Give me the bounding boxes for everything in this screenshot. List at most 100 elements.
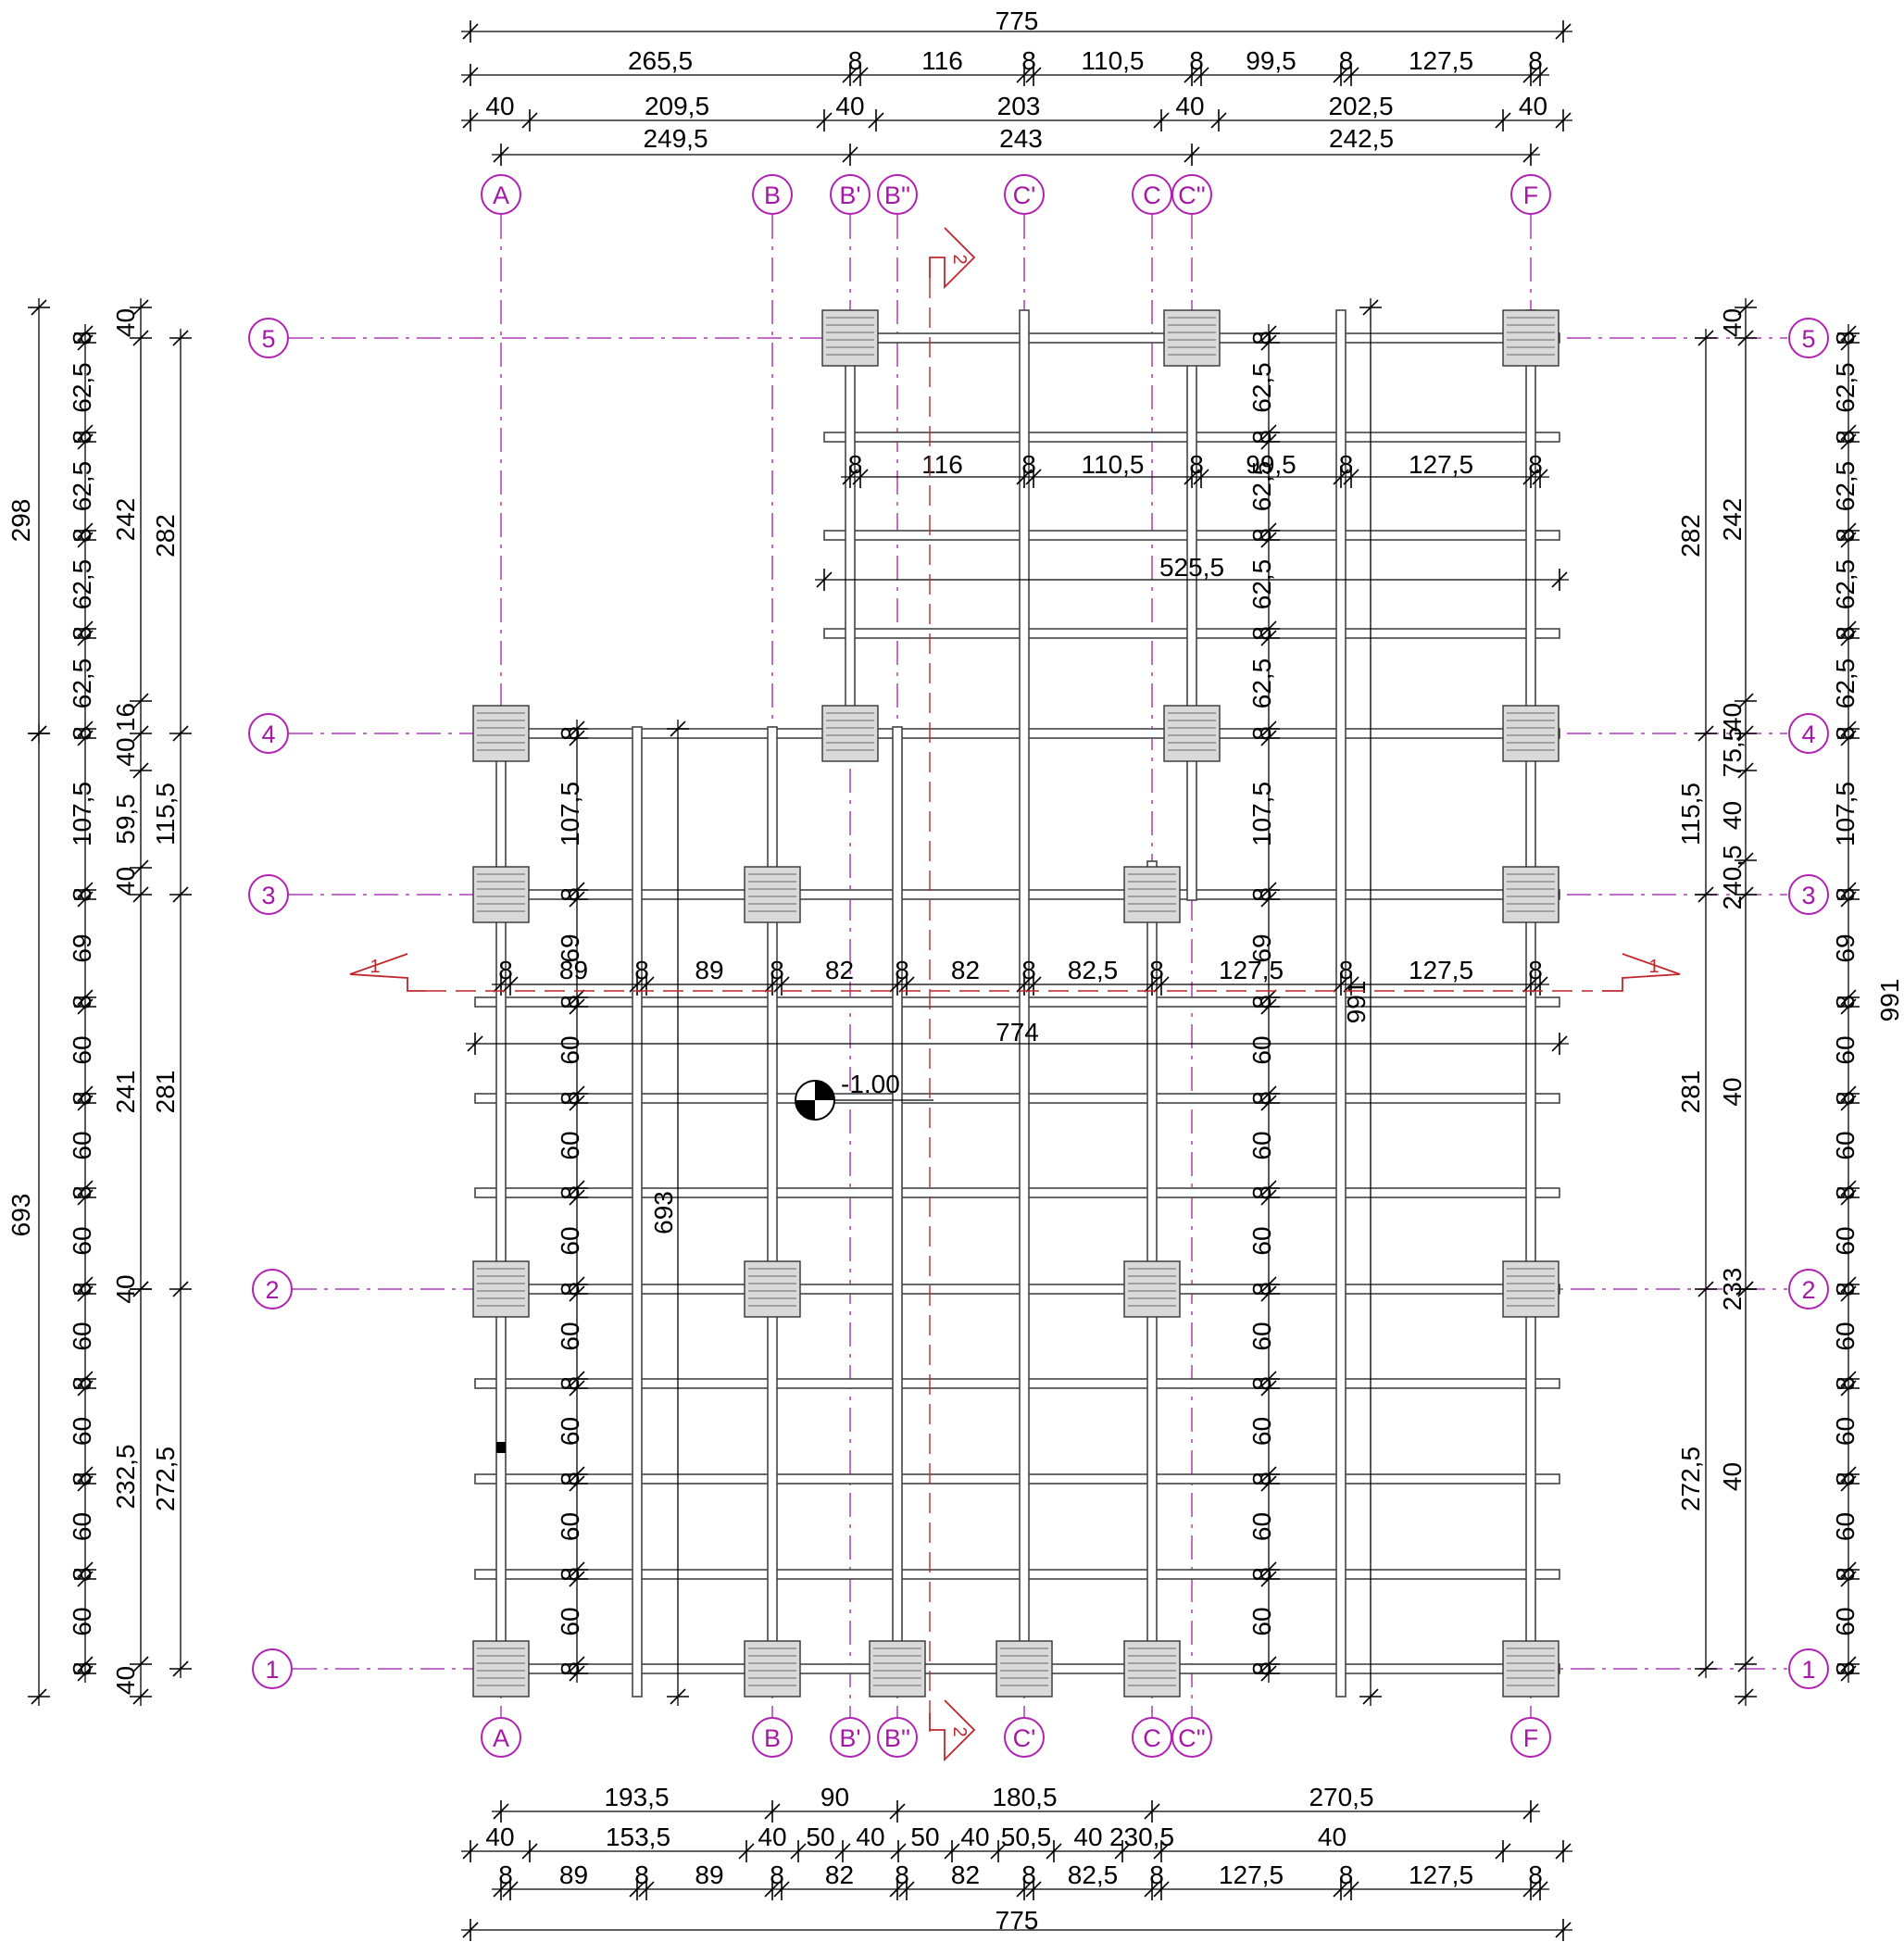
dim-label: 40 [1175, 92, 1204, 120]
dim-label: 116 [921, 46, 963, 75]
dim-label: 60 [1247, 1226, 1276, 1255]
grid-label: 2 [265, 1276, 279, 1304]
dim-label: 8 [1339, 46, 1354, 75]
dim-label: 241 [111, 1071, 140, 1114]
dim-label: 242 [111, 498, 140, 542]
dim-label: 8 [1339, 450, 1354, 479]
dim-label: 50 [806, 1823, 834, 1851]
grid-label: B'' [884, 1724, 910, 1752]
dim-label: 60 [556, 1035, 584, 1064]
dim-label: 8 [1339, 1861, 1354, 1889]
dim-label: 8 [68, 995, 96, 1009]
dim-label: 8 [68, 726, 96, 741]
dim-label: 40 [485, 92, 514, 120]
grid-bubble [1171, 1717, 1212, 1758]
dim-label: 8 [848, 46, 863, 75]
dim-label: 8 [1247, 1376, 1276, 1391]
section-arrow [929, 1699, 976, 1762]
dim-label: 8 [1021, 46, 1036, 75]
dim-label: 8 [556, 995, 584, 1009]
dim-label: 8 [1831, 626, 1860, 641]
dim-label: 8 [1247, 331, 1276, 345]
dim-label: 243 [999, 124, 1043, 153]
dim-label: 8 [1528, 46, 1543, 75]
dim-label: 8 [895, 1861, 909, 1889]
dim-label: 40 [111, 867, 140, 896]
section-label: 2 [949, 1726, 970, 1736]
grid-label: 3 [1801, 882, 1815, 909]
grid-bubble [1171, 174, 1212, 215]
dim-label: 82 [825, 1861, 854, 1889]
dim-label: 180,5 [992, 1783, 1057, 1811]
post-footing [821, 309, 879, 367]
dim-label: 8 [1247, 1661, 1276, 1676]
dim-label: 62,5 [68, 362, 96, 413]
dim-label: 60 [556, 1131, 584, 1159]
grid-label: 3 [261, 882, 275, 909]
dim-label: 60 [68, 1322, 96, 1350]
grid-label: 4 [1801, 720, 1815, 748]
dim-label: 8 [1021, 956, 1036, 984]
grid-label: B' [839, 182, 860, 209]
dim-label: 242 [1718, 498, 1747, 542]
dim-label: 82,5 [1068, 956, 1119, 984]
dim-label: 59,5 [111, 794, 140, 845]
dim-label: 82 [825, 956, 854, 984]
post-footing [1502, 1260, 1560, 1318]
post-footing [472, 866, 530, 923]
post-footing [1163, 309, 1221, 367]
dim-label: 8 [68, 626, 96, 641]
beam [845, 323, 856, 760]
dim-label: 8 [1021, 450, 1036, 479]
grid-bubble [752, 1717, 793, 1758]
section-arrow [929, 227, 976, 290]
dim-label: 8 [556, 1567, 584, 1582]
post-footing [1502, 866, 1560, 923]
dim-label: 8 [1831, 528, 1860, 543]
dim-label: 82,5 [1068, 1861, 1119, 1889]
beam [1019, 309, 1030, 1696]
dim-label: 8 [1339, 956, 1354, 984]
dim-label: 60 [1831, 1417, 1860, 1446]
dim-label: 8 [1831, 995, 1860, 1009]
dim-label: 50,5 [1001, 1823, 1052, 1851]
dim-label: 107,5 [556, 782, 584, 846]
grid-label: C' [1013, 182, 1036, 209]
level-value: -1.00 [841, 1070, 900, 1098]
dim-label: 8 [1247, 1091, 1276, 1106]
dim-label: 8 [556, 726, 584, 741]
dim-label: 8 [1831, 1185, 1860, 1200]
post-footing [1163, 705, 1221, 762]
section-arrow [1602, 953, 1681, 992]
beam [1335, 309, 1347, 1698]
dim-label: 8 [770, 956, 784, 984]
post-footing [996, 1640, 1053, 1698]
dim-label: 8 [1189, 46, 1204, 75]
dim-label: 775 [996, 1906, 1039, 1935]
dim-label: 40 [485, 1823, 514, 1851]
level-symbol-quadrant-2 [795, 1100, 815, 1120]
dim-label: 8 [1021, 1861, 1036, 1889]
dim-label: 40 [856, 1823, 884, 1851]
dim-label: 8 [1247, 528, 1276, 543]
dim-label: 62,5 [68, 658, 96, 709]
dim-label: 8 [1831, 1091, 1860, 1106]
dim-label: 232,5 [111, 1444, 140, 1509]
dim-label: 62,5 [68, 559, 96, 610]
post-footing [1502, 705, 1560, 762]
grid-label: C'' [1178, 1724, 1206, 1752]
grid-bubble [1788, 874, 1829, 915]
post-footing [1123, 1260, 1181, 1318]
post-footing [1123, 866, 1181, 923]
grid-label: B' [839, 1724, 860, 1752]
grid-bubble [830, 1717, 871, 1758]
dim-label: 62,5 [1831, 559, 1860, 610]
dim-label: 89 [695, 956, 723, 984]
dim-label: 62,5 [68, 461, 96, 512]
dim-label: 60 [556, 1226, 584, 1255]
dim-label: 60 [68, 1607, 96, 1635]
dim-label: 82 [951, 956, 980, 984]
dim-label: 282 [151, 514, 180, 558]
grid-label: C' [1013, 1724, 1036, 1752]
dim-label: 202,5 [1328, 92, 1393, 120]
